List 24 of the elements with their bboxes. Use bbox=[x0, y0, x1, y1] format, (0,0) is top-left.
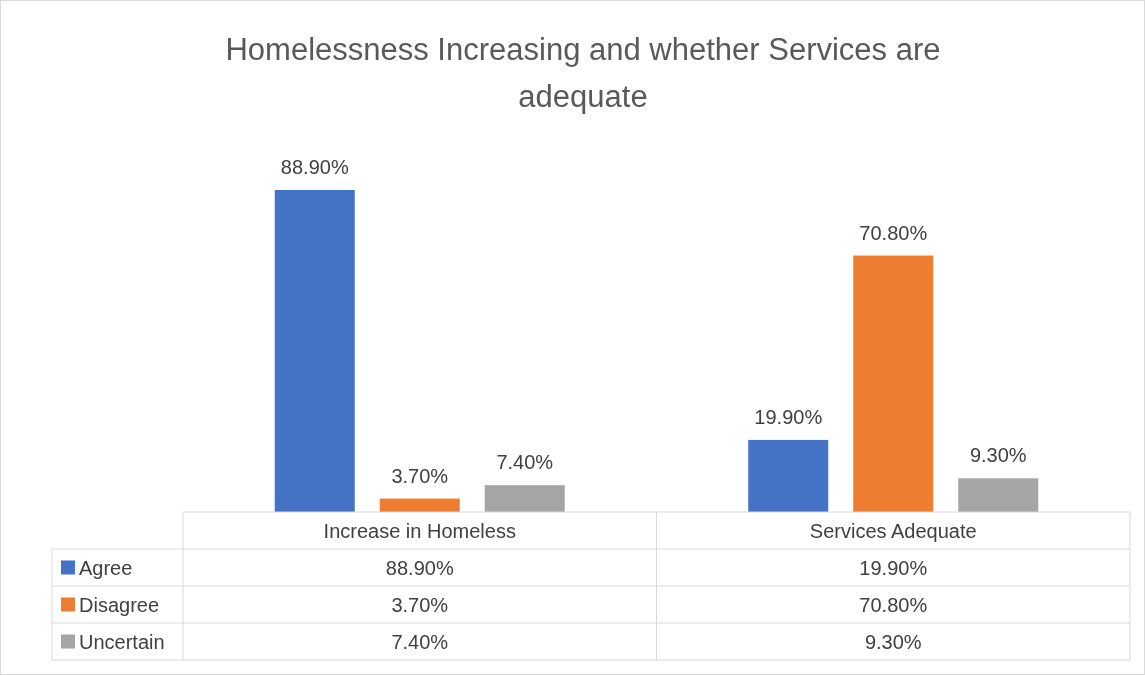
data-label: 9.30% bbox=[864, 630, 922, 653]
data-label: 7.40% bbox=[391, 630, 449, 653]
text: 3.70% bbox=[391, 464, 449, 487]
bar bbox=[274, 190, 355, 512]
text: 9.30% bbox=[969, 444, 1027, 467]
legend-label: Disagree bbox=[79, 593, 160, 616]
text: 7.40% bbox=[496, 451, 554, 474]
bar bbox=[379, 498, 460, 512]
data-label: 88.90% bbox=[385, 556, 454, 579]
text: 19.90% bbox=[754, 405, 823, 428]
data-label: 19.90% bbox=[859, 556, 928, 579]
bar bbox=[958, 478, 1039, 512]
bar bbox=[748, 439, 829, 512]
data-label: 3.70% bbox=[391, 593, 449, 616]
bar bbox=[853, 255, 934, 512]
chart-title: Homelessness Increasing and whether Services are adequate bbox=[225, 32, 941, 114]
legend-label: Uncertain bbox=[79, 630, 165, 653]
text: 88.90% bbox=[280, 156, 349, 178]
x-tick-label: Increase in Homeless bbox=[323, 519, 516, 542]
bar bbox=[484, 485, 565, 512]
text: 70.80% bbox=[859, 221, 928, 244]
legend-label: Agree bbox=[79, 556, 133, 579]
x-tick-label: Services Adequate bbox=[809, 519, 977, 542]
data-label: 70.80% bbox=[859, 593, 928, 616]
